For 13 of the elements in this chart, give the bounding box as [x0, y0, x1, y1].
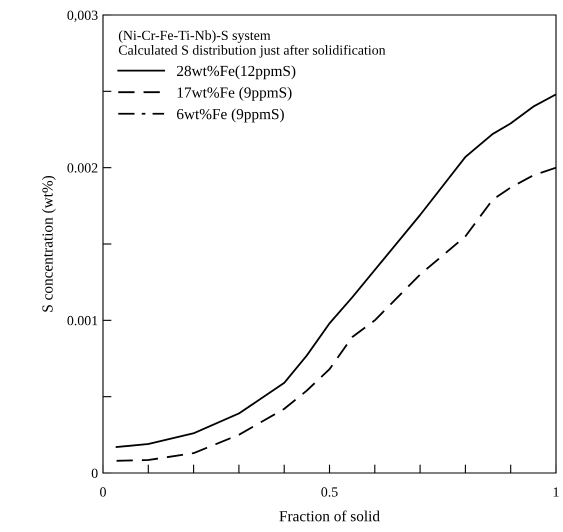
x-tick-label: 0 [100, 487, 106, 497]
x-axis-title: Fraction of solid [279, 510, 380, 522]
y-tick-label: 0.002 [67, 163, 98, 173]
legend-label: 6wt%Fe (9ppmS) [176, 108, 284, 122]
y-tick-label: 0,003 [67, 10, 98, 22]
y-tick-label: 0 [92, 468, 98, 478]
y-tick-label: 0.001 [67, 316, 98, 326]
y-axis-title: S concentration (wt%) [42, 176, 56, 312]
legend-title: (Ni-Cr-Fe-Ti-Nb)-S system Calculated S distribution just after solidification [118, 30, 386, 58]
legend-label: 17wt%Fe (9ppmS) [178, 86, 292, 101]
legend-label: 28wt%Fe(12ppmS) [177, 65, 296, 80]
x-tick-label: 0.5 [321, 487, 338, 497]
x-tick-label: 1 [554, 487, 559, 497]
